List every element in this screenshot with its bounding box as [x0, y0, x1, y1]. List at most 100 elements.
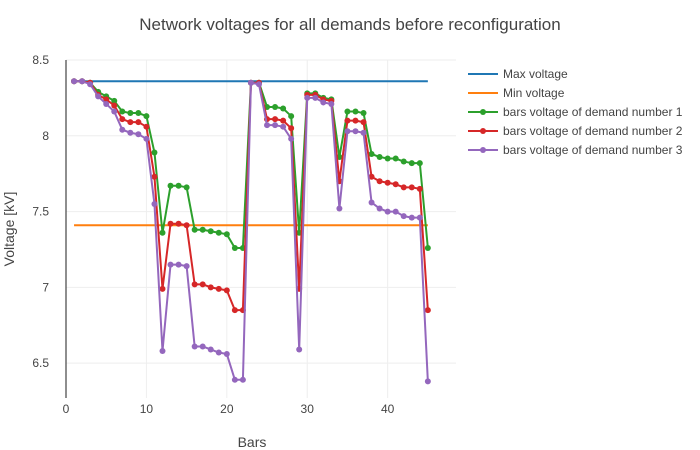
- chart-title: Network voltages for all demands before …: [139, 15, 560, 34]
- legend-marker: [480, 128, 486, 134]
- data-point: [416, 214, 423, 221]
- data-point: [424, 307, 431, 314]
- data-point: [392, 155, 399, 162]
- data-point: [272, 103, 279, 110]
- data-point: [95, 93, 102, 100]
- x-tick-label: 20: [220, 402, 234, 416]
- data-point: [143, 123, 150, 130]
- legend-item[interactable]: bars voltage of demand number 3: [468, 143, 683, 157]
- data-point: [304, 94, 311, 101]
- data-point: [272, 122, 279, 129]
- data-point: [336, 205, 343, 212]
- data-point: [288, 135, 295, 142]
- data-point: [79, 78, 86, 85]
- data-point: [272, 116, 279, 123]
- legend-label: bars voltage of demand number 2: [503, 124, 683, 138]
- y-tick-label: 6.5: [32, 356, 49, 370]
- data-point: [127, 129, 134, 136]
- data-point: [328, 100, 335, 107]
- data-point: [320, 99, 327, 106]
- data-point: [135, 110, 142, 117]
- data-point: [119, 126, 126, 133]
- data-point: [103, 100, 110, 107]
- data-point: [167, 261, 174, 268]
- data-point: [215, 349, 222, 356]
- legend-item[interactable]: Max voltage: [468, 67, 568, 81]
- data-point: [392, 208, 399, 215]
- data-point: [135, 119, 142, 126]
- data-point: [199, 343, 206, 350]
- y-tick-label: 8.5: [32, 53, 49, 67]
- data-point: [368, 150, 375, 157]
- data-point: [352, 117, 359, 124]
- data-point: [288, 113, 295, 120]
- x-tick-label: 30: [301, 402, 315, 416]
- data-point: [288, 125, 295, 132]
- series-3: [71, 78, 431, 314]
- legend-marker: [480, 147, 486, 153]
- data-point: [376, 178, 383, 185]
- x-tick-label: 10: [140, 402, 154, 416]
- x-tick-label: 40: [381, 402, 395, 416]
- data-point: [255, 81, 262, 88]
- data-point: [360, 129, 367, 136]
- legend-label: bars voltage of demand number 3: [503, 143, 683, 157]
- series-4: [71, 78, 431, 385]
- data-point: [199, 281, 206, 288]
- data-point: [384, 155, 391, 162]
- data-point: [207, 228, 214, 235]
- data-point: [352, 108, 359, 115]
- data-point: [344, 128, 351, 135]
- data-point: [183, 263, 190, 270]
- series-line: [74, 80, 429, 382]
- data-point: [247, 79, 254, 86]
- data-point: [408, 184, 415, 191]
- data-point: [199, 226, 206, 233]
- legend-label: bars voltage of demand number 1: [503, 105, 683, 119]
- data-point: [416, 185, 423, 192]
- data-point: [223, 351, 230, 358]
- data-point: [167, 220, 174, 227]
- legend-item[interactable]: bars voltage of demand number 2: [468, 124, 683, 138]
- data-point: [127, 119, 134, 126]
- data-point: [231, 376, 238, 383]
- data-point: [119, 116, 126, 123]
- y-axis-title: Voltage [kV]: [1, 192, 17, 267]
- data-point: [71, 78, 78, 85]
- data-point: [223, 287, 230, 294]
- data-point: [207, 346, 214, 353]
- data-point: [264, 122, 271, 129]
- data-point: [159, 348, 166, 355]
- data-point: [408, 160, 415, 167]
- data-point: [384, 179, 391, 186]
- data-point: [143, 135, 150, 142]
- data-point: [143, 113, 150, 120]
- x-tick-label: 0: [63, 402, 70, 416]
- data-point: [183, 222, 190, 229]
- data-point: [191, 343, 198, 350]
- data-point: [424, 378, 431, 385]
- data-point: [167, 182, 174, 189]
- data-point: [280, 105, 287, 112]
- data-point: [360, 119, 367, 126]
- data-point: [360, 110, 367, 117]
- data-point: [191, 226, 198, 233]
- data-point: [400, 213, 407, 220]
- data-point: [223, 231, 230, 238]
- data-point: [87, 81, 94, 88]
- data-point: [296, 346, 303, 353]
- data-point: [239, 376, 246, 383]
- x-axis-title: Bars: [238, 434, 267, 450]
- data-point: [312, 94, 319, 101]
- data-point: [159, 285, 166, 292]
- axes: 0 10 20 30 40 6.5 7 7.5 8 8.5: [32, 53, 394, 416]
- data-point: [231, 244, 238, 251]
- data-point: [135, 131, 142, 138]
- y-tick-label: 7.5: [32, 205, 49, 219]
- data-point: [352, 128, 359, 135]
- legend-item[interactable]: Min voltage: [468, 86, 565, 100]
- data-point: [151, 200, 158, 207]
- data-point: [408, 214, 415, 221]
- legend-item[interactable]: bars voltage of demand number 1: [468, 105, 683, 119]
- data-point: [400, 184, 407, 191]
